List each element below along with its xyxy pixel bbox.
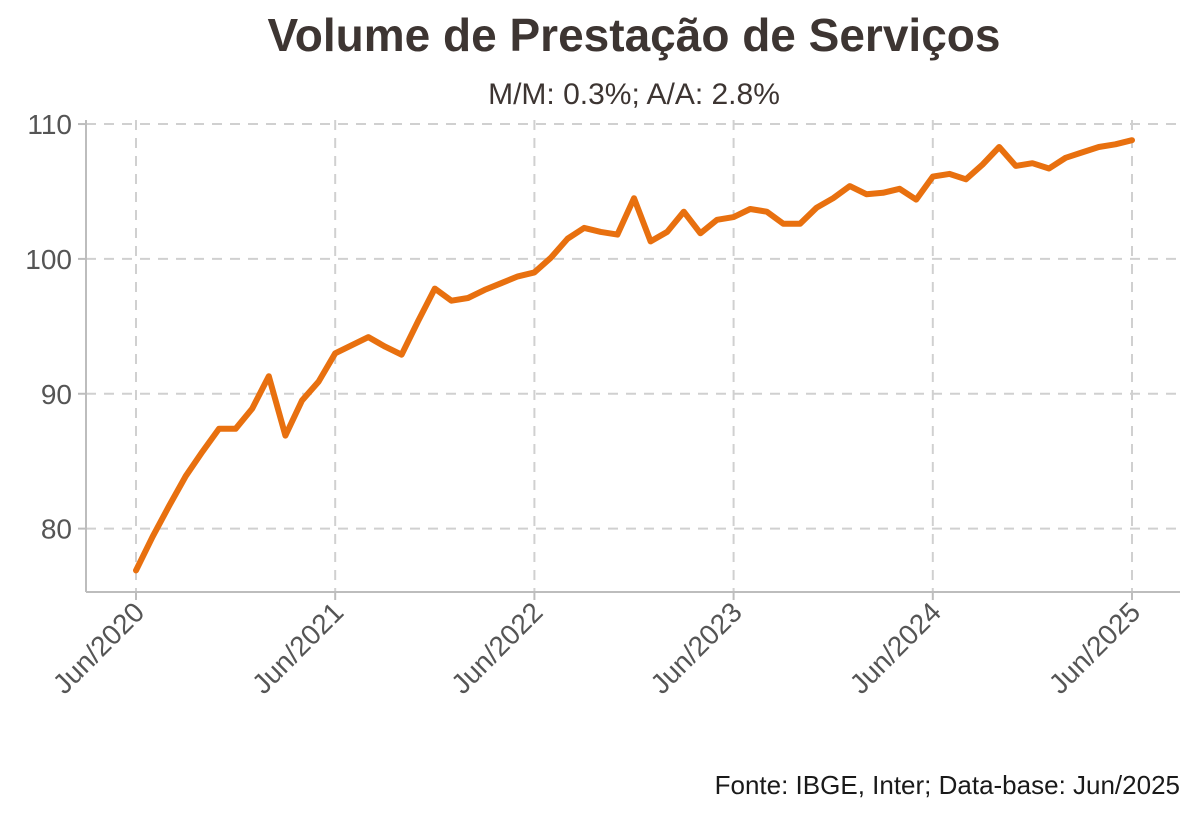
x-tick-label: Jun/2022 (445, 596, 548, 699)
x-tick-label: Jun/2024 (844, 596, 947, 699)
y-tick-label: 90 (41, 379, 72, 410)
y-tick-label: 100 (25, 244, 72, 275)
y-tick-label: 110 (27, 109, 72, 140)
source-note: Fonte: IBGE, Inter; Data-base: Jun/2025 (714, 770, 1180, 800)
y-tick-label: 80 (41, 514, 72, 545)
chart-subtitle: M/M: 0.3%; A/A: 2.8% (488, 78, 780, 111)
series-line (133, 137, 1135, 574)
chart-title: Volume de Prestação de Serviços (267, 9, 1001, 61)
x-tick-label: Jun/2020 (47, 596, 150, 699)
x-tick-label: Jun/2021 (246, 596, 349, 699)
x-tick-label: Jun/2023 (644, 596, 747, 699)
x-tick-label: Jun/2025 (1043, 596, 1146, 699)
